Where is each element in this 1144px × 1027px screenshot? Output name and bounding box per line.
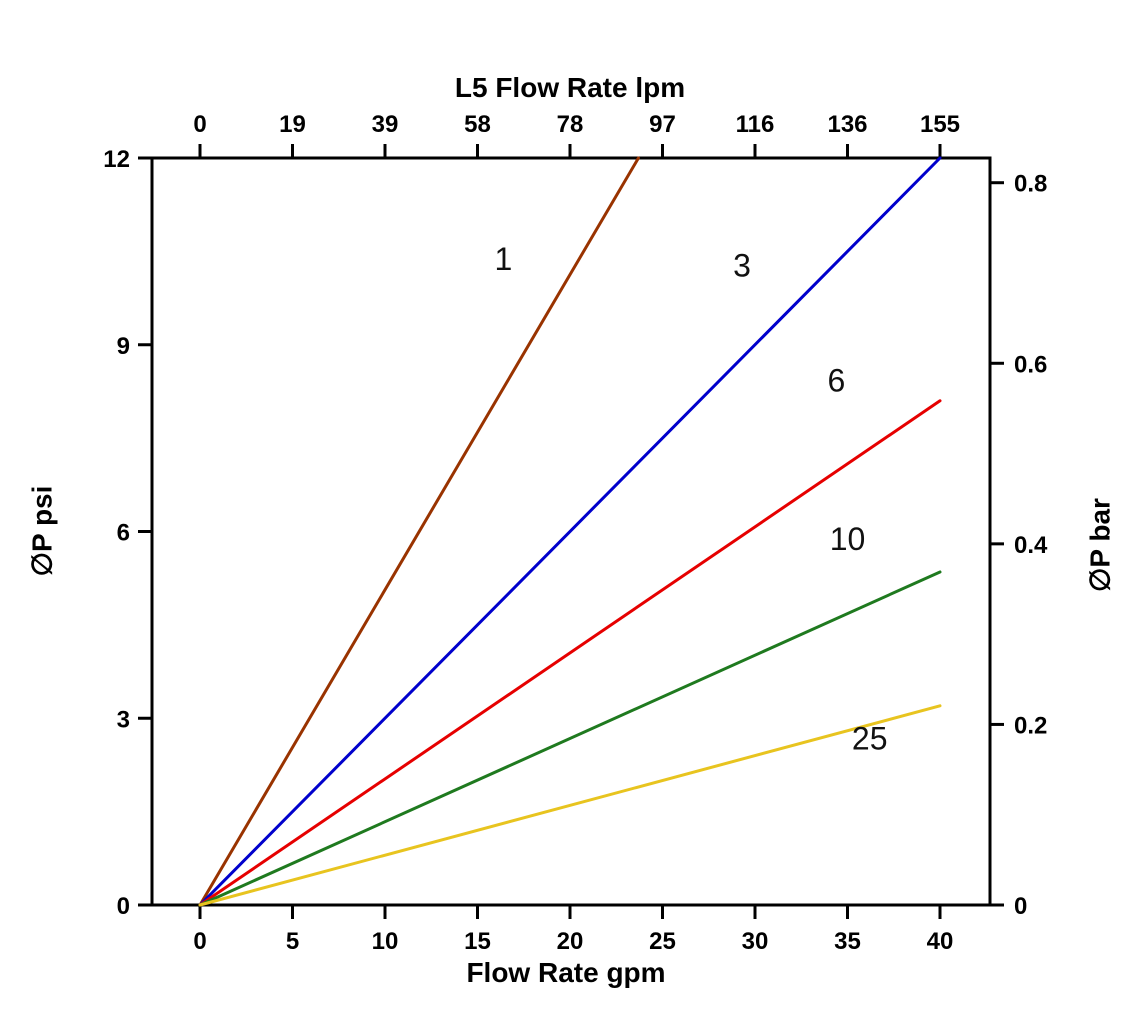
x-tick-label: 35: [834, 928, 861, 955]
x-tick-label: 25: [649, 928, 676, 955]
top-tick-label: 19: [279, 111, 306, 138]
series-label-25: 25: [852, 720, 888, 756]
top-tick-label: 97: [649, 111, 676, 138]
series-label-10: 10: [830, 521, 866, 557]
x-tick-label: 10: [372, 928, 399, 955]
x-tick-label: 5: [286, 928, 299, 955]
top-tick-label: 0: [193, 111, 206, 138]
series-label-3: 3: [733, 247, 751, 283]
x-tick-label: 20: [557, 928, 584, 955]
chart-line-25: [198, 704, 942, 907]
right-axis-title: ∅P bar: [1084, 498, 1116, 592]
right-tick-label: 0: [1014, 893, 1027, 920]
chart-line-3: [198, 156, 942, 907]
left-axis-title: ∅P psi: [26, 485, 58, 577]
right-tick-label: 0.6: [1014, 351, 1047, 378]
x-tick-label: 30: [742, 928, 769, 955]
top-axis-title: L5 Flow Rate lpm: [454, 72, 686, 103]
top-tick-label: 78: [557, 111, 584, 138]
x-tick-label: 40: [927, 928, 954, 955]
chart-line-1: [198, 156, 640, 907]
x-tick-label: 15: [464, 928, 491, 955]
right-tick-label: 0.2: [1014, 712, 1047, 739]
top-tick-label: 136: [827, 111, 867, 138]
chart-line-10: [198, 570, 942, 907]
y-tick-label: 3: [117, 706, 130, 733]
y-tick-label: 6: [117, 520, 130, 547]
right-tick-label: 0.4: [1014, 532, 1048, 559]
bottom-axis-title: Flow Rate gpm: [466, 957, 666, 988]
top-tick-label: 39: [372, 111, 399, 138]
top-tick-label: 116: [736, 111, 775, 138]
series-label-6: 6: [828, 362, 846, 398]
y-tick-label: 0: [117, 893, 130, 920]
y-tick-label: 9: [117, 333, 130, 360]
top-tick-label: 155: [920, 111, 960, 138]
chart-line-6: [198, 399, 942, 907]
top-tick-label: 58: [464, 111, 491, 138]
x-tick-label: 0: [193, 928, 206, 955]
right-tick-label: 0.8: [1014, 171, 1047, 198]
series-label-1: 1: [495, 241, 513, 277]
y-tick-label: 12: [103, 146, 130, 173]
